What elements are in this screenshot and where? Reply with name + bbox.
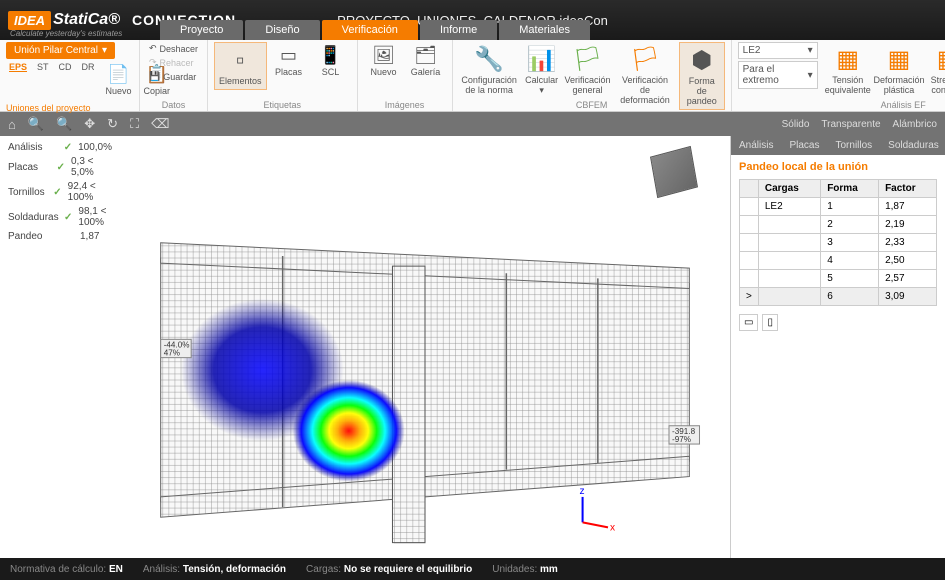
tab-proyecto[interactable]: Proyecto <box>160 20 243 40</box>
group-analisis-label: Análisis EF <box>732 100 945 110</box>
load-select[interactable]: LE2▾ <box>738 42 818 59</box>
undo-button[interactable]: ↶ Deshacer <box>145 42 202 55</box>
rtab-placas[interactable]: Placas <box>781 136 827 155</box>
extreme-select[interactable]: Para el extremo▾ <box>738 61 818 89</box>
elementos-button[interactable]: ▫Elementos <box>214 42 267 90</box>
sb-cargas-lbl: Cargas: <box>306 564 341 575</box>
3d-viewport[interactable]: -44.0%47% -391.8-97% z x <box>120 136 730 558</box>
galeria-button[interactable]: 🗂Galería <box>406 42 446 80</box>
sb-norma-lbl: Normativa de cálculo: <box>10 564 106 575</box>
new-union-button[interactable]: 📄Nuevo <box>102 61 136 99</box>
tension-button[interactable]: ▦Tensión equivalente <box>824 42 872 98</box>
sb-anal-val: Tensión, deformación <box>183 564 286 575</box>
home-icon[interactable]: ⌂ <box>8 117 16 132</box>
right-panel: Análisis Placas Tornillos Soldaduras Pan… <box>730 136 945 558</box>
model-label-1b: 47% <box>164 349 180 358</box>
eps-tab-eps[interactable]: EPS <box>6 61 30 99</box>
svg-text:x: x <box>610 522 615 533</box>
pan-icon[interactable]: ✥ <box>84 116 95 132</box>
save-button[interactable]: 💾 Guardar <box>145 70 200 83</box>
view-transparente[interactable]: Transparente <box>821 119 880 130</box>
table-row[interactable]: LE211,87 <box>740 198 937 216</box>
row-tornillos-label: Tornillos <box>8 187 47 198</box>
table-row[interactable]: 32,33 <box>740 234 937 252</box>
rotate-icon[interactable]: ↻ <box>107 116 118 132</box>
row-sold-label: Soldaduras <box>8 212 58 223</box>
rtab-soldaduras[interactable]: Soldaduras <box>880 136 945 155</box>
sb-norma-val: EN <box>109 564 123 575</box>
sb-cargas-val: No se requiere el equilibrio <box>344 564 472 575</box>
uniones-proyecto-link[interactable]: Uniones del proyecto <box>6 103 91 113</box>
expand-icon[interactable]: ▯ <box>762 314 778 331</box>
title-bar: IDEA StatiCa® CONNECTION Calculate yeste… <box>0 0 945 40</box>
calcular-button[interactable]: 📊Calcular ▾ <box>522 42 562 98</box>
th-factor: Factor <box>879 180 937 198</box>
redo-button[interactable]: ↷ Rehacer <box>145 56 198 69</box>
row-pandeo-val: 1,87 <box>80 231 99 242</box>
results-summary-panel: Análisis ✓ 100,0% Placas ✓ 0,3 < 5,0% Tornil… <box>0 136 120 558</box>
right-panel-title: Pandeo local de la unión <box>731 155 945 179</box>
sb-unid-val: mm <box>540 564 558 575</box>
buckling-table: Cargas Forma Factor LE211,8722,1932,3342… <box>739 179 937 306</box>
config-norma-button[interactable]: 🔧Configuración de la norma <box>459 42 520 98</box>
verif-general-button[interactable]: 🏳Verificación general <box>564 42 612 98</box>
deform-button[interactable]: ▦Deformación plástica <box>874 42 924 98</box>
eps-tab-st[interactable]: ST <box>34 61 52 99</box>
table-row[interactable]: 22,19 <box>740 216 937 234</box>
tab-diseno[interactable]: Diseño <box>245 20 319 40</box>
slogan: Calculate yesterday's estimates <box>10 29 122 38</box>
view-solido[interactable]: Sólido <box>782 119 810 130</box>
row-pandeo-label: Pandeo <box>8 231 58 242</box>
model-svg: -44.0%47% -391.8-97% z x <box>120 136 730 558</box>
logo-idea: IDEA <box>8 11 51 30</box>
img-nuevo-button[interactable]: 🖼Nuevo <box>364 42 404 80</box>
zoom-select-icon[interactable]: 🔍 <box>56 116 72 132</box>
group-imagenes-label: Imágenes <box>358 100 452 110</box>
sb-anal-lbl: Análisis: <box>143 564 180 575</box>
scl-button[interactable]: 📱SCL <box>311 42 351 80</box>
sb-unid-lbl: Unidades: <box>492 564 537 575</box>
status-bar: Normativa de cálculo: EN Análisis: Tensi… <box>0 558 945 580</box>
verif-deform-button[interactable]: 🏳Verificación de deformación <box>613 42 677 108</box>
eps-tab-dr[interactable]: DR <box>79 61 98 99</box>
check-icon: ✓ <box>53 187 61 198</box>
view-alambrico[interactable]: Alámbrico <box>893 119 937 130</box>
row-tornillos-val: 92,4 < 100% <box>68 181 112 203</box>
rtab-analisis[interactable]: Análisis <box>731 136 781 155</box>
tab-informe[interactable]: Informe <box>420 20 497 40</box>
group-datos-label: Datos <box>140 100 207 110</box>
row-placas-val: 0,3 < 5,0% <box>71 156 112 178</box>
main-tabs: Proyecto Diseño Verificación Informe Mat… <box>160 20 590 40</box>
th-cargas: Cargas <box>758 180 820 198</box>
table-row[interactable]: 52,57 <box>740 270 937 288</box>
eraser-icon[interactable]: ⌫ <box>151 116 169 132</box>
row-analisis-val: 100,0% <box>78 142 112 153</box>
group-etiquetas-label: Etiquetas <box>208 100 357 110</box>
tab-verificacion[interactable]: Verificación <box>322 20 418 40</box>
ribbon: Unión Pilar Central▾ EPS ST CD DR 📄Nuevo… <box>0 40 945 112</box>
table-row[interactable]: 42,50 <box>740 252 937 270</box>
check-icon: ✓ <box>64 142 72 153</box>
zoom-icon[interactable]: 🔍 <box>28 116 44 132</box>
tab-materiales[interactable]: Materiales <box>499 20 590 40</box>
fullscreen-icon[interactable]: ⛶ <box>130 116 139 132</box>
collapse-icon[interactable]: ▭ <box>739 314 758 331</box>
logo-statica: StatiCa® <box>53 11 120 29</box>
rtab-tornillos[interactable]: Tornillos <box>827 136 880 155</box>
stress-button[interactable]: ▦Stress in contacts <box>926 42 945 98</box>
eps-tab-cd[interactable]: CD <box>56 61 75 99</box>
union-dropdown-label: Unión Pilar Central <box>14 45 98 56</box>
model-label-2b: -97% <box>672 435 691 444</box>
placas-button[interactable]: ▭Placas <box>269 42 309 80</box>
union-dropdown[interactable]: Unión Pilar Central▾ <box>6 42 115 59</box>
group-cbfem-label: CBFEM <box>453 100 731 110</box>
table-row[interactable]: >63,09 <box>740 288 937 306</box>
row-placas-label: Placas <box>8 162 51 173</box>
row-analisis-label: Análisis <box>8 142 58 153</box>
check-icon: ✓ <box>64 212 72 223</box>
th-forma: Forma <box>821 180 879 198</box>
svg-text:z: z <box>580 486 585 497</box>
check-icon: ✓ <box>57 162 65 173</box>
row-sold-val: 98,1 < 100% <box>78 206 112 228</box>
